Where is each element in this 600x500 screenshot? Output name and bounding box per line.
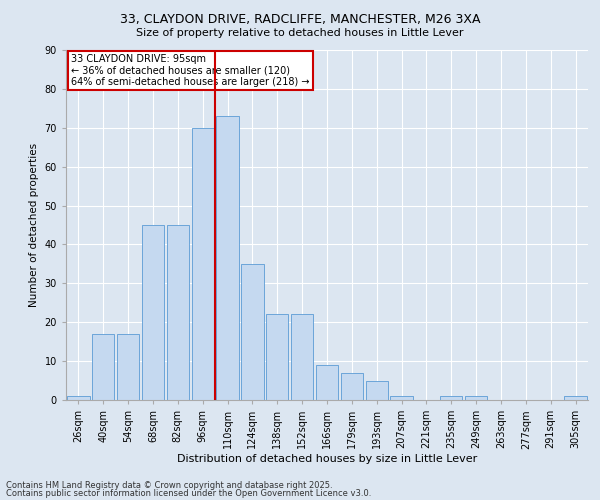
Bar — [117, 334, 139, 400]
Bar — [391, 396, 413, 400]
Bar — [167, 225, 189, 400]
Text: Contains HM Land Registry data © Crown copyright and database right 2025.: Contains HM Land Registry data © Crown c… — [6, 480, 332, 490]
Text: 33, CLAYDON DRIVE, RADCLIFFE, MANCHESTER, M26 3XA: 33, CLAYDON DRIVE, RADCLIFFE, MANCHESTER… — [120, 12, 480, 26]
Bar — [266, 314, 289, 400]
Bar — [142, 225, 164, 400]
Y-axis label: Number of detached properties: Number of detached properties — [29, 143, 39, 307]
Bar — [341, 373, 363, 400]
Bar — [440, 396, 463, 400]
Bar — [67, 396, 89, 400]
Bar — [465, 396, 487, 400]
Bar — [291, 314, 313, 400]
X-axis label: Distribution of detached houses by size in Little Lever: Distribution of detached houses by size … — [177, 454, 477, 464]
Bar — [565, 396, 587, 400]
Text: 33 CLAYDON DRIVE: 95sqm
← 36% of detached houses are smaller (120)
64% of semi-d: 33 CLAYDON DRIVE: 95sqm ← 36% of detache… — [71, 54, 310, 86]
Bar — [316, 365, 338, 400]
Bar — [191, 128, 214, 400]
Text: Size of property relative to detached houses in Little Lever: Size of property relative to detached ho… — [136, 28, 464, 38]
Bar — [365, 380, 388, 400]
Bar — [241, 264, 263, 400]
Bar — [92, 334, 115, 400]
Text: Contains public sector information licensed under the Open Government Licence v3: Contains public sector information licen… — [6, 489, 371, 498]
Bar — [217, 116, 239, 400]
